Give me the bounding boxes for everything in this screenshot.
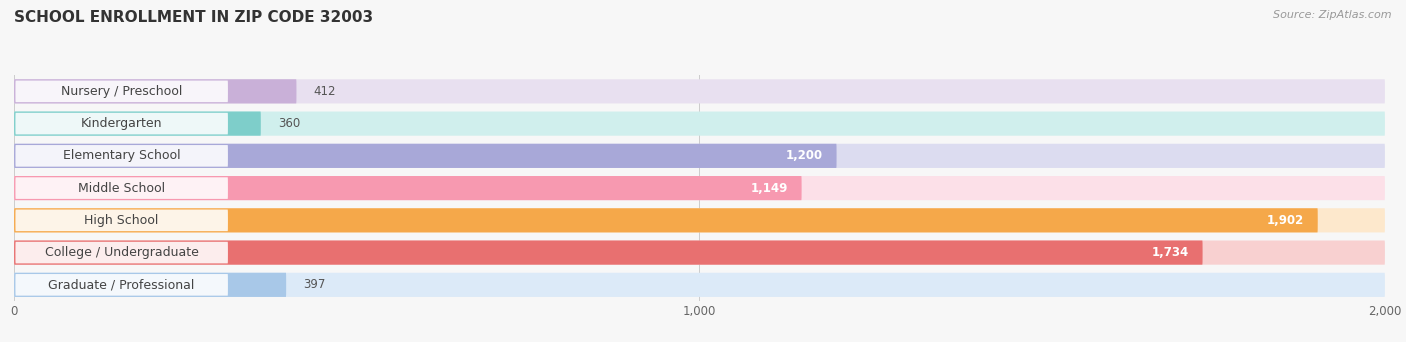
FancyBboxPatch shape xyxy=(15,177,228,199)
FancyBboxPatch shape xyxy=(14,111,262,136)
FancyBboxPatch shape xyxy=(14,273,1385,297)
FancyBboxPatch shape xyxy=(14,208,1385,233)
FancyBboxPatch shape xyxy=(14,176,801,200)
Text: 397: 397 xyxy=(304,278,326,291)
Text: Graduate / Professional: Graduate / Professional xyxy=(48,278,195,291)
Text: Kindergarten: Kindergarten xyxy=(82,117,163,130)
FancyBboxPatch shape xyxy=(14,111,1385,136)
FancyBboxPatch shape xyxy=(15,113,228,134)
Text: High School: High School xyxy=(84,214,159,227)
FancyBboxPatch shape xyxy=(14,208,1317,233)
FancyBboxPatch shape xyxy=(14,273,287,297)
Text: Source: ZipAtlas.com: Source: ZipAtlas.com xyxy=(1274,10,1392,20)
Text: Middle School: Middle School xyxy=(79,182,166,195)
FancyBboxPatch shape xyxy=(14,144,1385,168)
Text: 1,200: 1,200 xyxy=(786,149,823,162)
Text: 1,149: 1,149 xyxy=(751,182,787,195)
FancyBboxPatch shape xyxy=(15,81,228,102)
Text: 360: 360 xyxy=(278,117,301,130)
FancyBboxPatch shape xyxy=(14,144,837,168)
Text: 1,902: 1,902 xyxy=(1267,214,1303,227)
FancyBboxPatch shape xyxy=(15,145,228,167)
FancyBboxPatch shape xyxy=(15,274,228,295)
FancyBboxPatch shape xyxy=(14,176,1385,200)
Text: Elementary School: Elementary School xyxy=(63,149,180,162)
FancyBboxPatch shape xyxy=(14,79,1385,104)
FancyBboxPatch shape xyxy=(15,242,228,263)
Text: SCHOOL ENROLLMENT IN ZIP CODE 32003: SCHOOL ENROLLMENT IN ZIP CODE 32003 xyxy=(14,10,373,25)
FancyBboxPatch shape xyxy=(14,79,297,104)
Text: 412: 412 xyxy=(314,85,336,98)
FancyBboxPatch shape xyxy=(15,210,228,231)
FancyBboxPatch shape xyxy=(14,240,1202,265)
Text: College / Undergraduate: College / Undergraduate xyxy=(45,246,198,259)
FancyBboxPatch shape xyxy=(14,240,1385,265)
Text: Nursery / Preschool: Nursery / Preschool xyxy=(60,85,183,98)
Text: 1,734: 1,734 xyxy=(1152,246,1189,259)
